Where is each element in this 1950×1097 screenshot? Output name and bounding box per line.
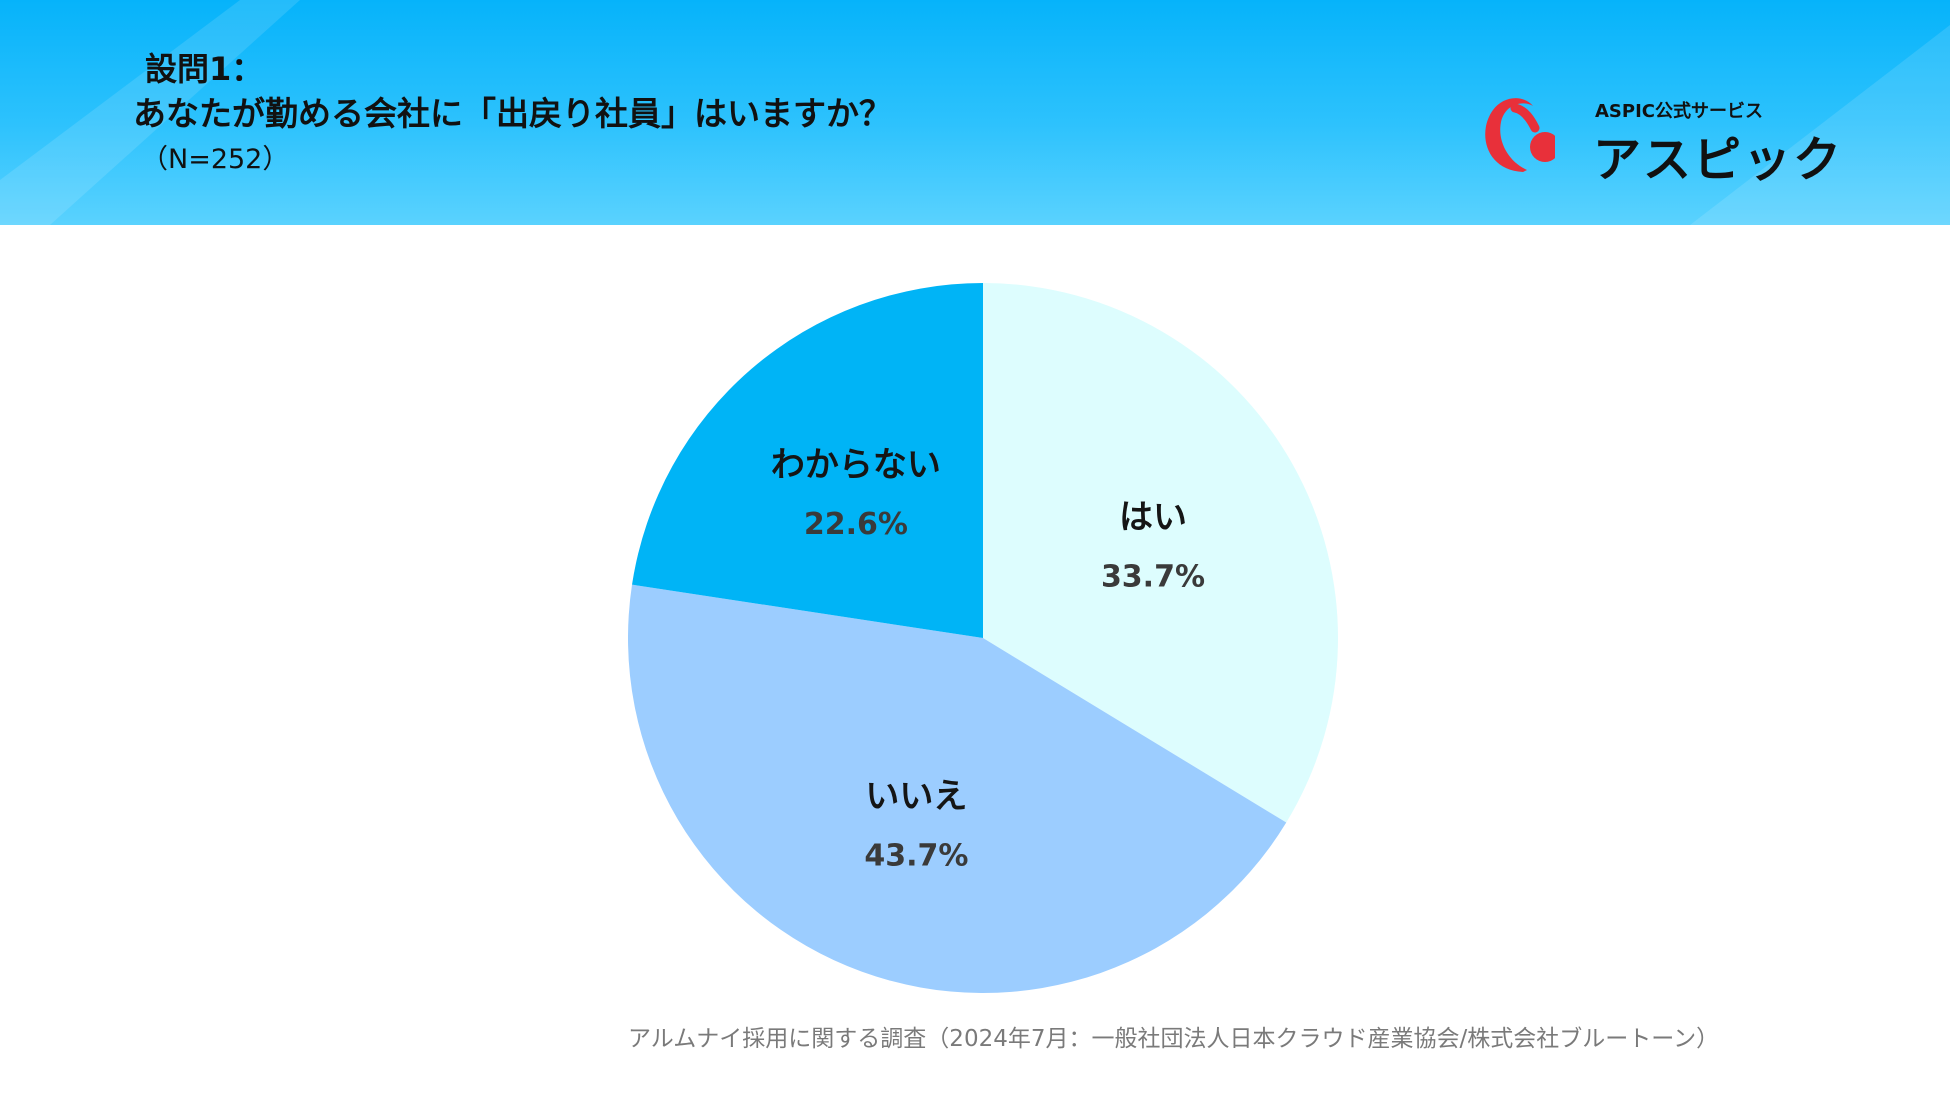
- question-title: 設問1： あなたが勤める会社に「出戻り社員」はいますか？ （N=252）: [133, 48, 892, 182]
- source-note: アルムナイ採用に関する調査（2024年7月：一般社団法人日本クラウド産業協会/株…: [628, 1026, 1720, 1052]
- logo-name: アスピック: [1593, 132, 1844, 188]
- pie-slice-value-1: 43.7%: [864, 838, 968, 873]
- pie-slice-0: [983, 283, 1338, 823]
- pie-slice-2: [632, 283, 983, 638]
- question-text: あなたが勤める会社に「出戻り社員」はいますか？: [133, 94, 892, 133]
- pie-slice-value-0: 33.7%: [1101, 559, 1205, 594]
- question-number: 設問1：: [145, 50, 264, 88]
- pie-slice-value-2: 22.6%: [804, 507, 908, 542]
- aspic-logo: ASPIC公式サービス アスピック: [1475, 92, 1855, 188]
- header-banner: 設問1： あなたが勤める会社に「出戻り社員」はいますか？ （N=252） ASP…: [0, 0, 1950, 225]
- logo-service-label: ASPIC公式サービス: [1595, 101, 1763, 122]
- pie-slice-1: [628, 584, 1287, 993]
- pie-chart: はい 33.7% いいえ 43.7% わからない 22.6%: [628, 283, 1338, 993]
- pie-slice-label-2: わからない: [771, 445, 941, 485]
- header-stripes: [0, 0, 1950, 225]
- pie-slice-label-1: いいえ: [865, 776, 967, 816]
- aspic-logo-icon: [1485, 98, 1555, 172]
- pie-slice-label-0: はい: [1119, 497, 1187, 537]
- sample-size: （N=252）: [141, 144, 290, 175]
